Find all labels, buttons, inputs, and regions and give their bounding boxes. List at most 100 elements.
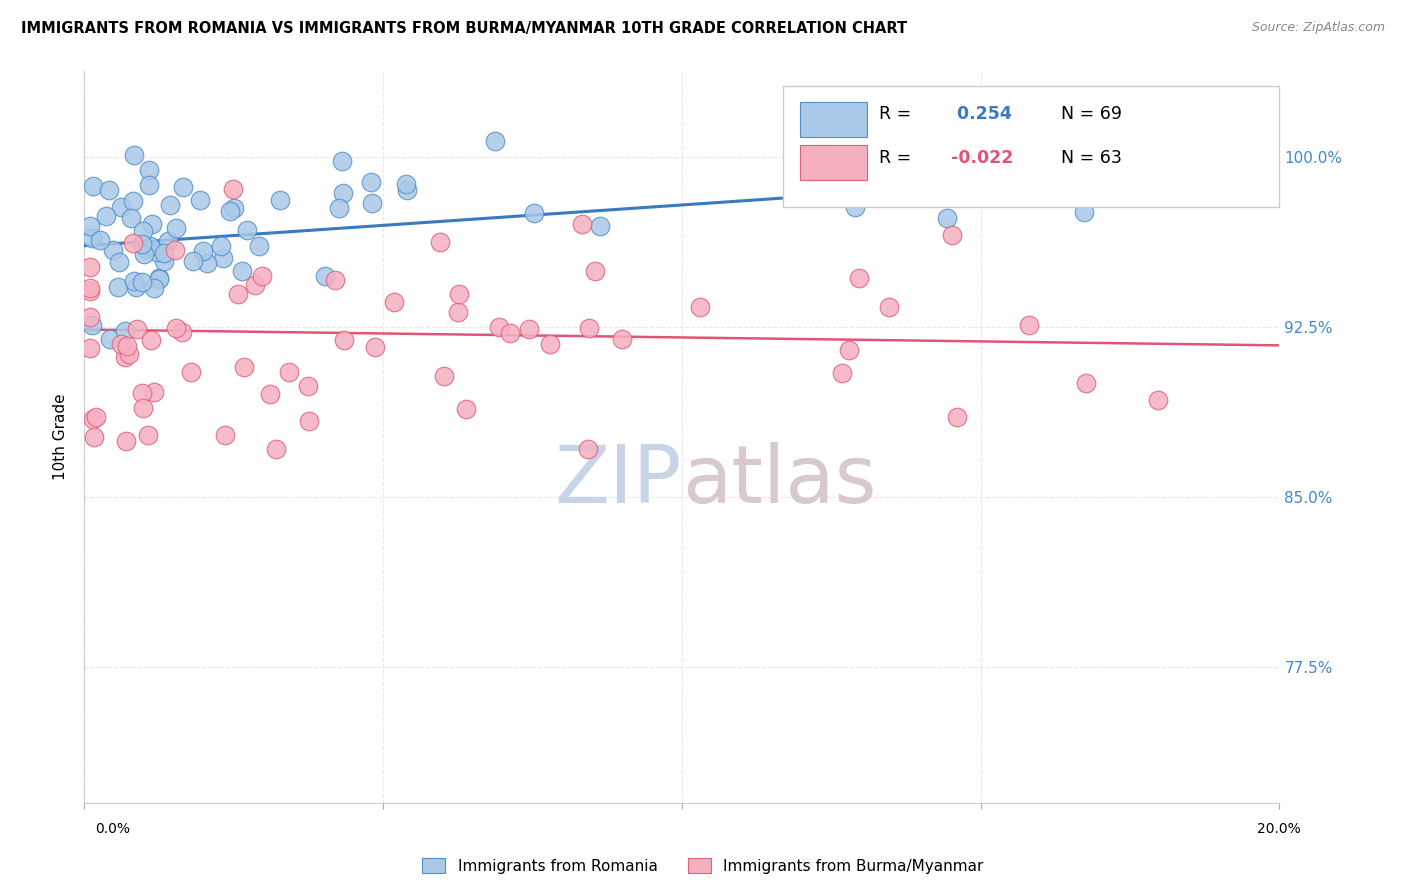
Point <box>446 305 468 319</box>
Point <box>82 231 104 245</box>
Point <box>120 211 142 225</box>
Text: 0.0%: 0.0% <box>96 822 131 836</box>
Text: R =: R = <box>879 104 917 123</box>
Point <box>1018 318 1040 332</box>
Point <box>79 281 101 295</box>
Point <box>782 161 804 176</box>
Point <box>589 219 612 234</box>
Point <box>222 201 245 215</box>
Text: Source: ZipAtlas.com: Source: ZipAtlas.com <box>1251 21 1385 35</box>
Point <box>433 368 456 383</box>
Point <box>127 321 149 335</box>
Point <box>259 387 281 401</box>
Point <box>924 128 946 142</box>
Point <box>361 195 384 210</box>
Point <box>139 239 162 253</box>
Point <box>131 385 153 400</box>
Point <box>188 194 211 208</box>
Point <box>1146 392 1168 407</box>
Point <box>159 198 181 212</box>
Point <box>877 301 900 315</box>
Point <box>79 260 101 275</box>
Point <box>153 245 176 260</box>
Point <box>98 183 121 197</box>
Y-axis label: 10th Grade: 10th Grade <box>53 393 69 481</box>
Point <box>98 332 121 346</box>
Point <box>94 209 117 223</box>
Point <box>243 278 266 293</box>
Point <box>233 359 256 374</box>
Point <box>214 428 236 442</box>
Point <box>138 162 160 177</box>
Point <box>143 385 166 400</box>
Point <box>79 310 101 325</box>
Point <box>360 175 382 189</box>
Point <box>395 183 418 197</box>
Point <box>153 254 176 268</box>
Point <box>115 339 138 353</box>
Point <box>110 337 132 351</box>
Point <box>236 222 259 236</box>
Point <box>1168 146 1191 161</box>
Point <box>79 219 101 233</box>
Point <box>83 430 105 444</box>
Point <box>941 227 963 242</box>
Point <box>132 401 155 415</box>
Point <box>108 254 131 268</box>
Point <box>948 150 970 164</box>
Point <box>382 295 405 310</box>
Point <box>838 343 860 357</box>
FancyBboxPatch shape <box>783 86 1279 207</box>
Point <box>131 276 153 290</box>
Point <box>134 246 156 260</box>
Point <box>132 224 155 238</box>
Point <box>297 378 319 392</box>
Point <box>84 410 107 425</box>
Point <box>148 271 170 285</box>
Point <box>125 280 148 294</box>
Point <box>141 217 163 231</box>
Point <box>135 242 157 256</box>
Point <box>333 333 356 347</box>
Point <box>136 427 159 442</box>
Point <box>211 252 233 266</box>
Point <box>79 284 101 298</box>
Text: -0.022: -0.022 <box>950 149 1014 167</box>
Point <box>138 178 160 193</box>
Point <box>80 318 103 332</box>
Point <box>484 134 506 148</box>
Point <box>328 201 350 215</box>
Text: 0.254: 0.254 <box>950 104 1012 123</box>
Point <box>499 326 522 341</box>
Point <box>576 442 599 456</box>
Point <box>165 321 187 335</box>
Point <box>195 256 218 270</box>
Point <box>222 182 245 196</box>
Point <box>936 211 959 225</box>
Point <box>131 236 153 251</box>
Point <box>249 238 271 252</box>
Text: N = 69: N = 69 <box>1050 104 1122 123</box>
Point <box>1073 204 1095 219</box>
Point <box>488 320 510 334</box>
Point <box>330 153 353 168</box>
Point <box>156 235 179 249</box>
Point <box>1159 145 1181 160</box>
Point <box>323 272 346 286</box>
Point <box>82 412 104 426</box>
Point <box>114 350 136 364</box>
Point <box>264 442 287 457</box>
Point <box>332 186 354 201</box>
Text: 20.0%: 20.0% <box>1257 822 1301 836</box>
Point <box>583 263 606 277</box>
Point <box>114 325 136 339</box>
Point <box>250 268 273 283</box>
Point <box>117 347 139 361</box>
Point <box>269 194 291 208</box>
Point <box>447 287 470 301</box>
Point <box>278 365 301 379</box>
Point <box>578 321 600 335</box>
Point <box>122 274 145 288</box>
Point <box>571 217 593 231</box>
Point <box>844 200 866 214</box>
